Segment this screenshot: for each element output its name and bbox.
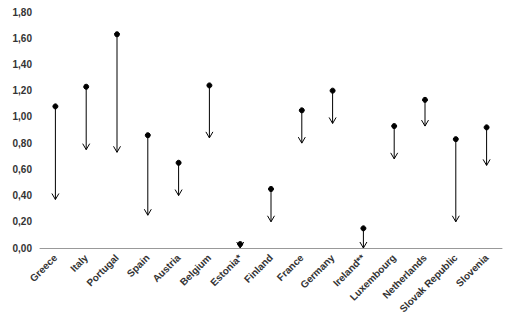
svg-text:0,00: 0,00 [13, 243, 33, 254]
svg-text:Estonia*: Estonia* [208, 252, 244, 288]
svg-text:Finland: Finland [242, 252, 275, 285]
svg-text:1,80: 1,80 [13, 7, 33, 18]
svg-text:Spain: Spain [125, 252, 152, 279]
svg-text:0,20: 0,20 [13, 216, 33, 227]
svg-text:Greece: Greece [28, 252, 60, 284]
svg-text:0,80: 0,80 [13, 138, 33, 149]
svg-text:Italy: Italy [68, 252, 90, 274]
svg-text:Ireland**: Ireland** [330, 252, 368, 289]
svg-text:0,40: 0,40 [13, 190, 33, 201]
svg-text:Luxembourg: Luxembourg [347, 252, 399, 303]
svg-text:Austria: Austria [150, 252, 183, 285]
svg-text:1,60: 1,60 [13, 33, 33, 44]
svg-text:Slovak Republic: Slovak Republic [397, 252, 460, 315]
svg-text:Slovenia: Slovenia [454, 252, 491, 289]
svg-text:0,60: 0,60 [13, 164, 33, 175]
svg-text:France: France [274, 252, 306, 283]
svg-text:1,20: 1,20 [13, 85, 33, 96]
svg-text:Netherlands: Netherlands [380, 252, 429, 301]
svg-text:Belgium: Belgium [178, 252, 214, 288]
svg-text:Germany: Germany [298, 252, 337, 291]
svg-text:1,00: 1,00 [13, 111, 33, 122]
svg-text:Portugal: Portugal [84, 252, 121, 289]
svg-text:1,40: 1,40 [13, 59, 33, 70]
